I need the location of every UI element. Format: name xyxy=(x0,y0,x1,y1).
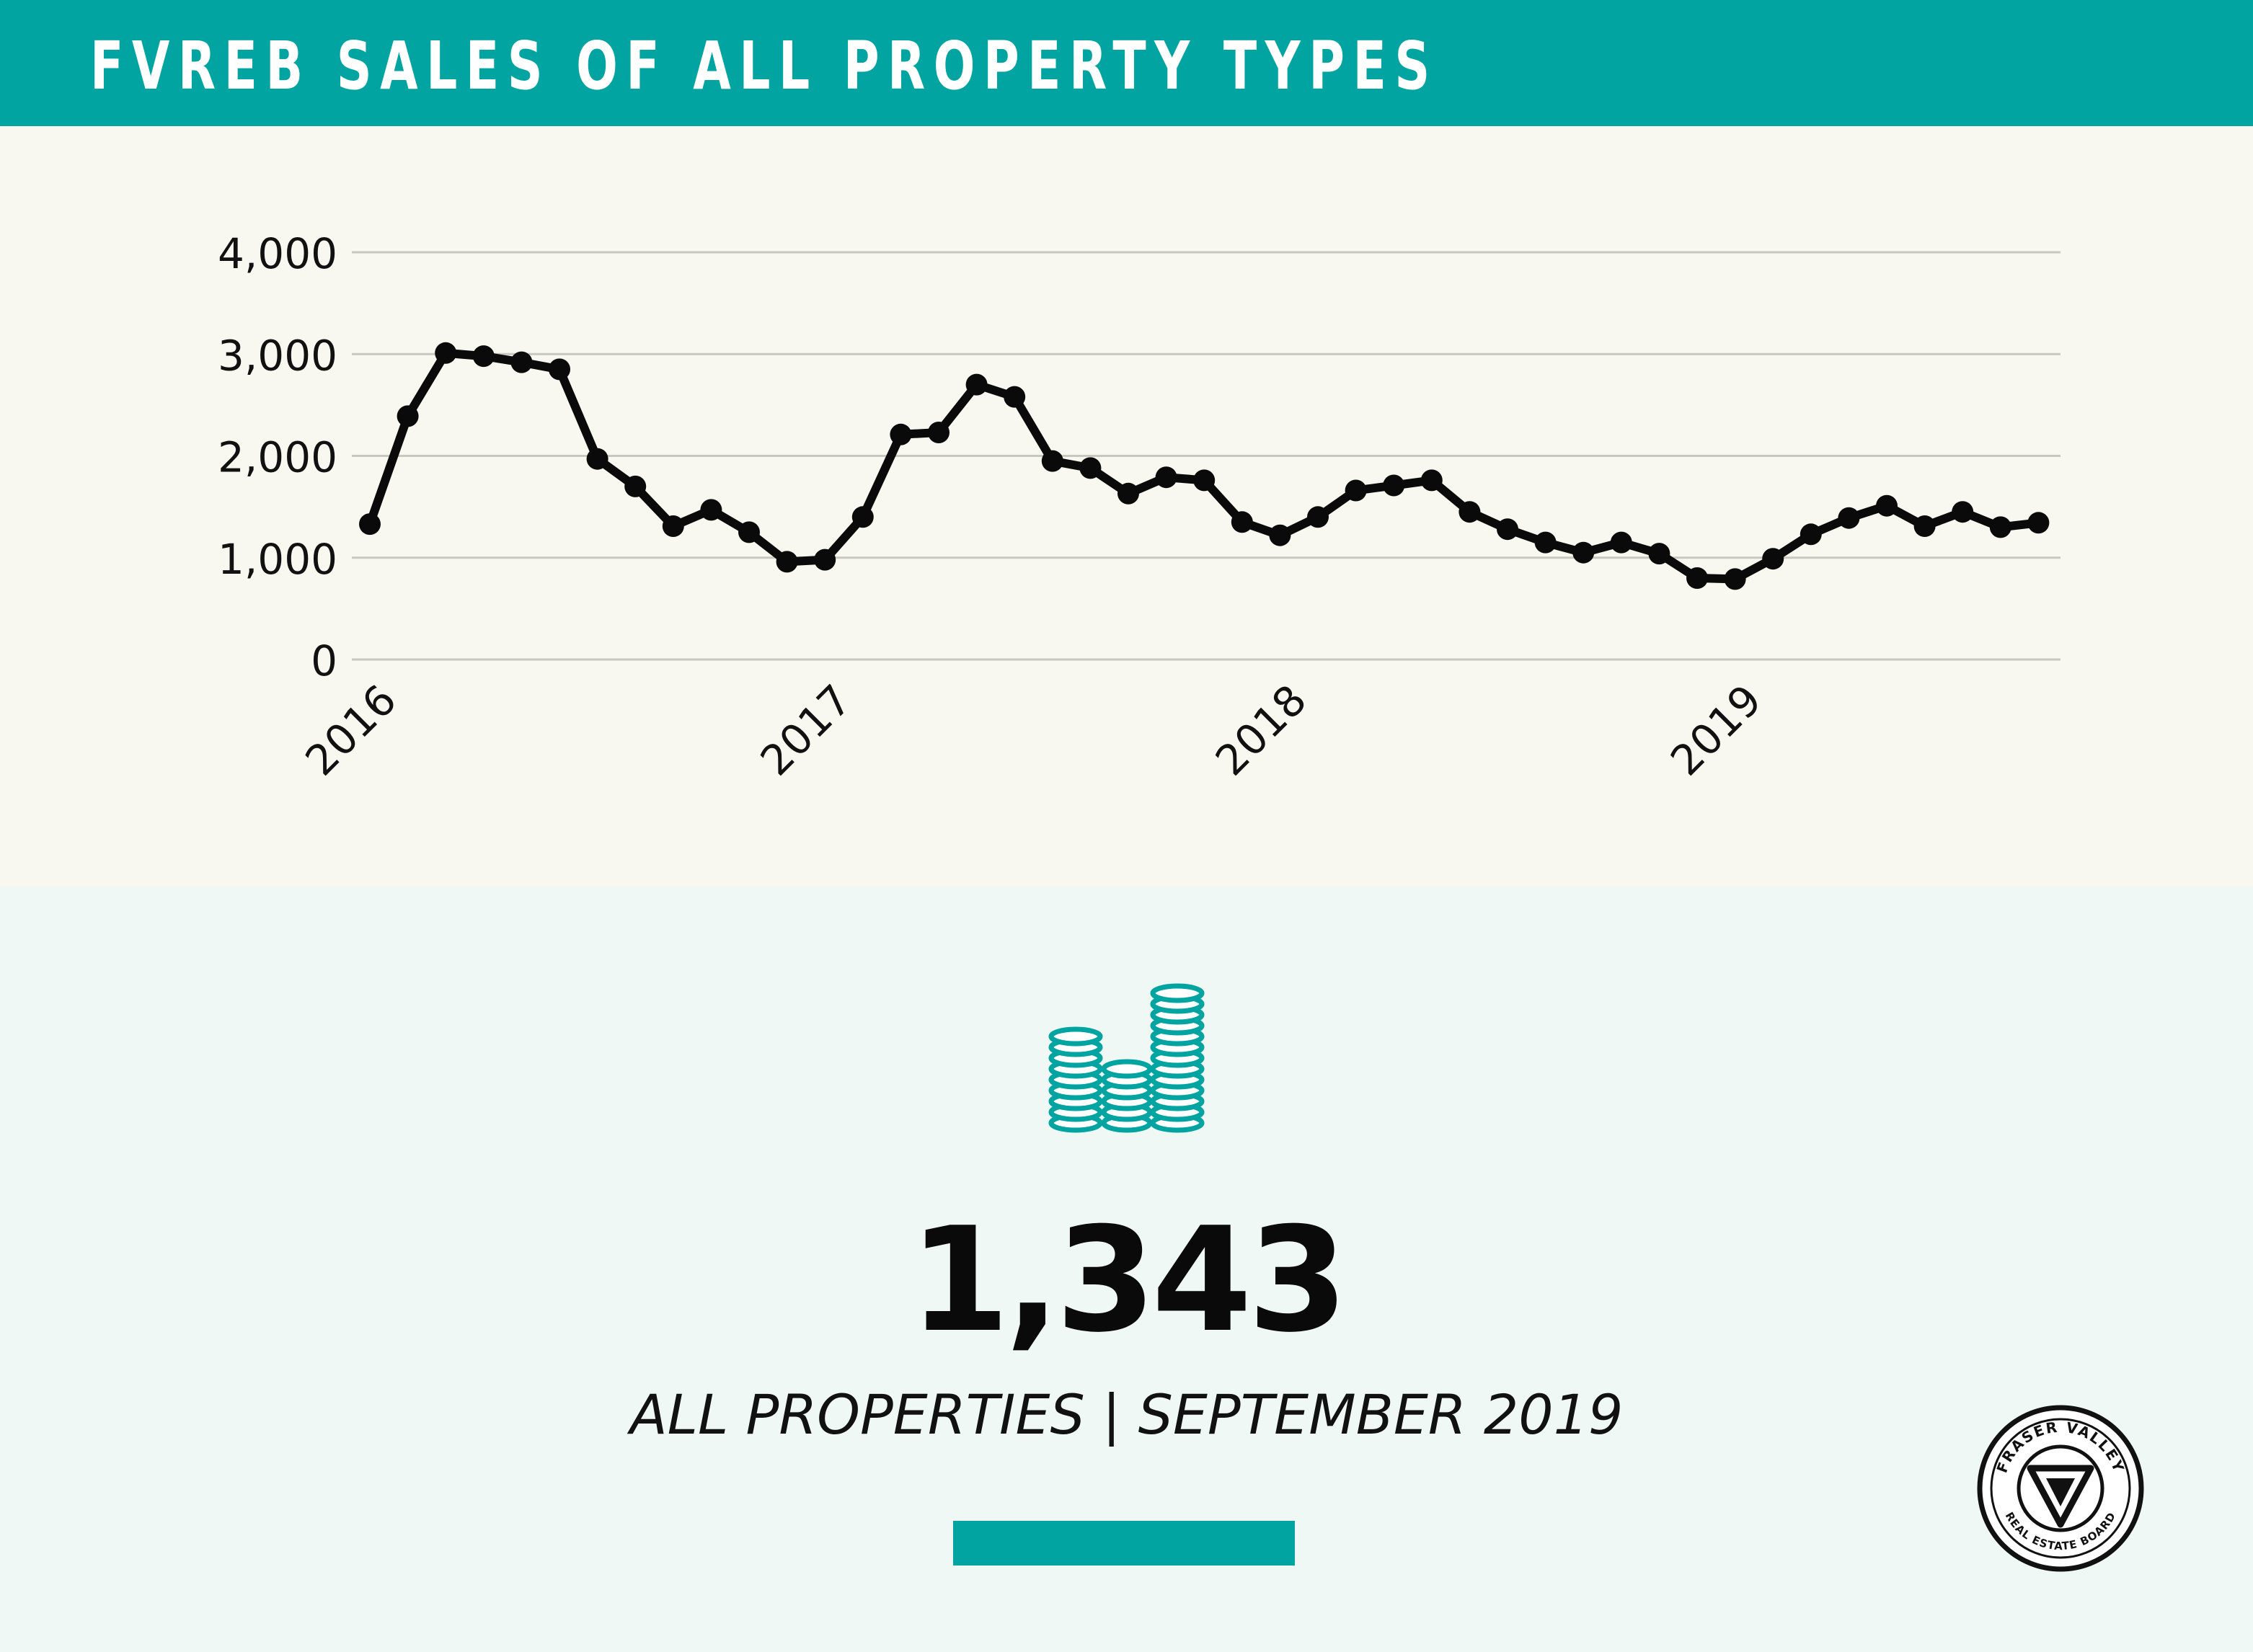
data-point xyxy=(738,521,760,543)
data-point xyxy=(472,345,495,368)
x-tick-label: 2016 xyxy=(296,675,405,785)
data-point xyxy=(1345,479,1367,502)
data-point xyxy=(1004,386,1026,408)
sales-count: 1,343 xyxy=(909,1196,1348,1364)
data-point xyxy=(1041,450,1063,472)
y-tick-label: 4,000 xyxy=(218,229,337,278)
y-tick-label: 1,000 xyxy=(218,535,337,584)
data-point xyxy=(1876,494,1898,517)
data-point xyxy=(814,549,836,571)
data-point xyxy=(1383,474,1405,497)
data-point xyxy=(851,506,874,528)
header-banner: FVREB SALES OF ALL PROPERTY TYPES xyxy=(0,0,2253,126)
data-point xyxy=(1800,523,1822,546)
data-point xyxy=(1079,457,1102,479)
data-point xyxy=(1610,531,1632,554)
sales-line-chart: 0 1,000 2,000 3,000 4,000 2016 2017 2018 2019 xyxy=(218,229,2061,785)
data-point xyxy=(586,448,608,470)
data-point xyxy=(1952,501,1974,523)
data-point xyxy=(776,551,798,573)
data-point xyxy=(1269,524,1291,546)
data-point xyxy=(1117,482,1139,505)
data-point xyxy=(1648,543,1670,565)
data-point xyxy=(2027,512,2050,534)
data-point xyxy=(435,342,457,364)
data-point xyxy=(1838,507,1860,529)
y-tick-label: 3,000 xyxy=(218,331,337,380)
data-point xyxy=(549,358,570,381)
page-title: FVREB SALES OF ALL PROPERTY TYPES xyxy=(90,27,1438,105)
data-point xyxy=(359,513,381,536)
y-tick-label: 2,000 xyxy=(218,433,337,482)
series-line xyxy=(366,348,2043,584)
data-point xyxy=(1420,469,1443,492)
data-point xyxy=(510,351,533,373)
data-point xyxy=(1686,567,1708,589)
chart-panel: 0 1,000 2,000 3,000 4,000 2016 2017 2018 2019 xyxy=(0,126,2253,887)
coin-stacks-icon xyxy=(1048,983,1205,1133)
fraser-valley-board-logo: FRASER VALLEY REAL ESTATE BOARD xyxy=(1977,1405,2144,1572)
data-point xyxy=(1155,466,1177,489)
data-point xyxy=(397,405,419,427)
data-point xyxy=(1459,501,1481,523)
data-point xyxy=(1534,531,1557,554)
data-point xyxy=(1231,511,1253,533)
data-point xyxy=(700,499,722,521)
data-point xyxy=(624,475,647,497)
x-tick-label: 2019 xyxy=(1661,675,1771,785)
data-point xyxy=(890,423,912,445)
data-point xyxy=(1572,541,1595,564)
data-point xyxy=(1913,515,1936,537)
x-tick-label: 2018 xyxy=(1206,675,1316,785)
data-point xyxy=(1762,548,1784,570)
data-point xyxy=(1193,469,1216,492)
sales-period-label: ALL PROPERTIES | SEPTEMBER 2019 xyxy=(629,1382,1624,1447)
data-point xyxy=(1307,506,1329,528)
data-point xyxy=(1497,518,1518,541)
data-point xyxy=(1724,568,1746,590)
data-point xyxy=(662,515,684,537)
y-tick-label: 0 xyxy=(311,636,337,685)
data-point xyxy=(1989,516,2011,538)
x-tick-label: 2017 xyxy=(751,675,861,785)
data-point xyxy=(965,373,988,396)
accent-divider xyxy=(953,1521,1295,1566)
data-point xyxy=(928,422,950,443)
